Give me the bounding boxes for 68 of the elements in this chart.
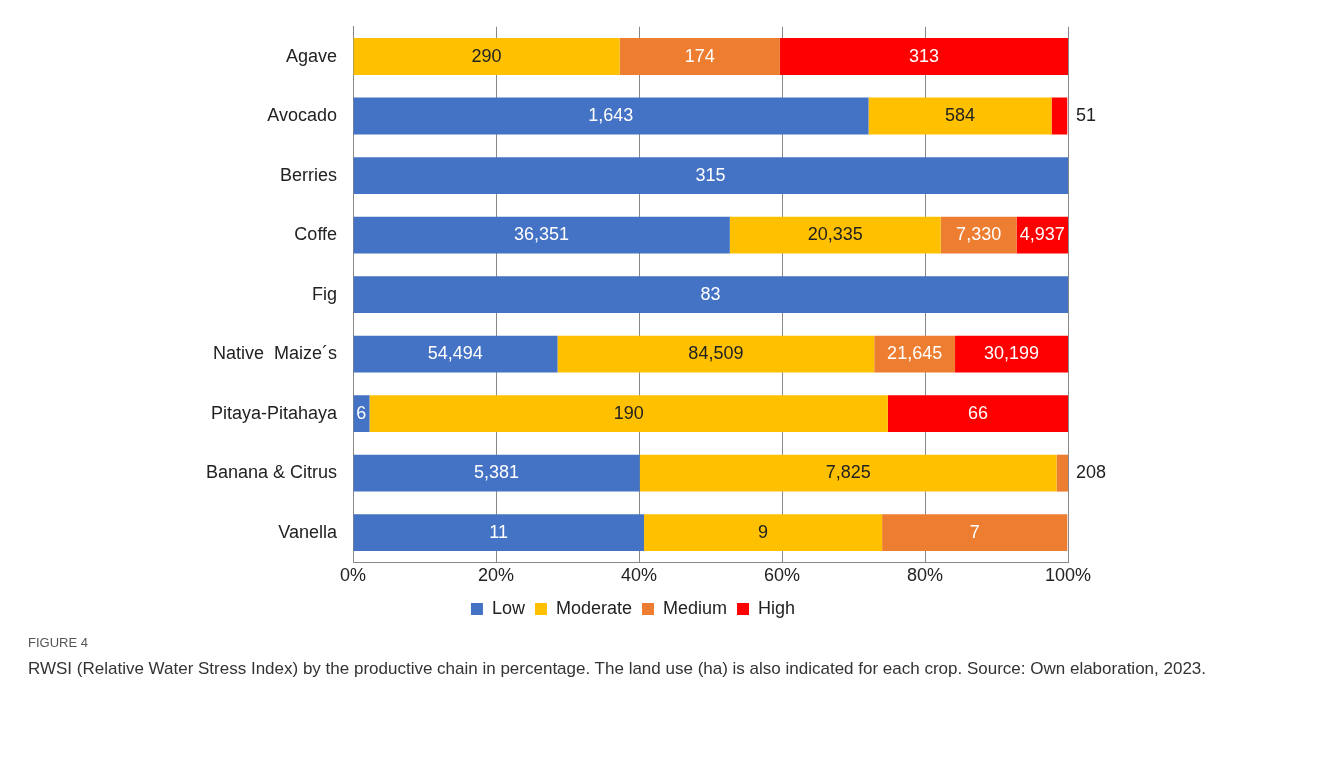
- annotation: 11: [489, 521, 508, 542]
- text: 208: [1076, 462, 1107, 483]
- annotation: 1,643: [588, 105, 634, 126]
- caption: FIGURE 4: [28, 634, 89, 652]
- bar: [353, 335, 558, 373]
- y-tick-label: Coffe: [294, 224, 338, 245]
- annotation: 54,494: [427, 343, 483, 364]
- bar: [955, 335, 1068, 373]
- bar: [644, 514, 883, 552]
- x-tick-label: 0%: [340, 565, 367, 586]
- bar: [639, 454, 1057, 492]
- bar: [729, 216, 941, 254]
- bar: [940, 216, 1017, 254]
- bar: [353, 38, 620, 75]
- annotation: 313: [908, 45, 939, 66]
- bar: [882, 514, 1068, 552]
- bar: [369, 395, 888, 433]
- y-tick-label: Agave: [286, 45, 338, 66]
- y-tick-label: Banana & Citrus: [205, 462, 338, 483]
- y-tick-label: Fig: [312, 283, 338, 304]
- annotation: 290: [471, 45, 502, 66]
- legend-label: High: [758, 597, 796, 618]
- bar: [353, 97, 869, 135]
- bar: [779, 38, 1068, 75]
- bar: [353, 276, 1068, 314]
- annotation: 4,937: [1019, 224, 1065, 245]
- annotation: 584: [945, 105, 976, 126]
- legend-label: Low: [491, 597, 526, 618]
- bar: [353, 157, 1068, 195]
- annotation: 20,335: [807, 224, 863, 245]
- annotation: 21,645: [887, 343, 943, 364]
- legend-label: Medium: [663, 597, 728, 618]
- text: RWSI (Relative Water Stress Index) by the productive chain in percentage. The land use (ha) is also indicated for each crop. Source: Own elaboration, 2023.: [28, 657, 1208, 680]
- bar: [353, 454, 640, 492]
- annotation: 30,199: [983, 343, 1040, 364]
- y-tick-label: Pitaya-Pitahaya: [210, 402, 339, 423]
- annotation: 9: [758, 521, 769, 542]
- x-tick-label: 80%: [907, 565, 944, 586]
- bar: [887, 395, 1068, 433]
- x-tick-label: 20%: [478, 565, 515, 586]
- annotation: 6: [356, 402, 367, 423]
- annotation: 190: [613, 402, 644, 423]
- bar: [1056, 454, 1068, 492]
- y-tick-label: Vanella: [278, 521, 339, 542]
- y-tick-label: Native Maize´s: [213, 343, 338, 364]
- y-tick-label: Avocado: [267, 105, 338, 126]
- bar: [619, 38, 780, 75]
- bar: [1051, 97, 1068, 135]
- annotation: 84,509: [688, 343, 744, 364]
- annotation: 66: [967, 402, 988, 423]
- bar: [868, 97, 1052, 135]
- annotation: 7: [969, 521, 980, 542]
- annotation: 7,825: [825, 462, 871, 483]
- bar: [353, 514, 645, 552]
- bar: [557, 335, 875, 373]
- annotation: 174: [684, 45, 715, 66]
- x-tick-label: 100%: [1044, 565, 1092, 586]
- annotation: 7,330: [956, 224, 1002, 245]
- x-tick-label: 60%: [764, 565, 801, 586]
- annotation: 83: [700, 283, 721, 304]
- bar: [353, 216, 730, 254]
- text: 51: [1076, 105, 1097, 126]
- annotation: 315: [695, 164, 726, 185]
- y-tick-label: Berries: [280, 164, 338, 185]
- legend-label: Moderate: [555, 597, 633, 618]
- x-tick-label: 40%: [621, 565, 658, 586]
- annotation: 36,351: [513, 224, 569, 245]
- annotation: 5,381: [473, 462, 519, 483]
